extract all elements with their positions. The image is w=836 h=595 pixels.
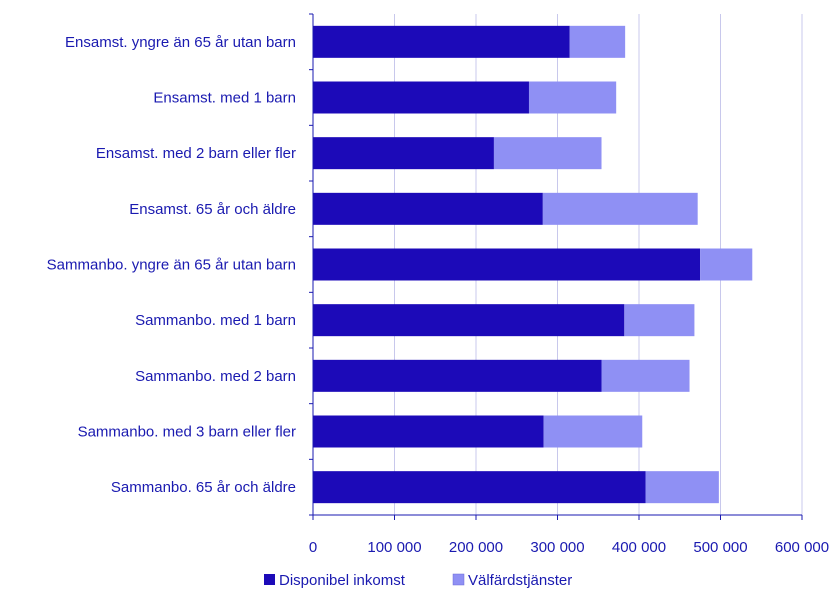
bar-valfardstjanster [528,81,617,114]
legend-label: Välfärdstjänster [468,572,572,589]
tick-labels: 0 100 000 200 000 300 000 400 000 500 000 600 … [309,539,829,556]
category-label: Ensamst. med 1 barn [153,90,296,107]
legend-swatch [264,574,275,585]
bar-disponibel-inkomst [313,248,701,281]
bar-disponibel-inkomst [313,359,602,392]
legend: Disponibel inkomst Välfärdstjänster [264,572,572,589]
bar-valfardstjanster [624,304,695,337]
legend-label: Disponibel inkomst [279,572,406,589]
category-label: Sammanbo. med 3 barn eller fler [78,424,296,441]
x-tick-label: 300 000 [530,539,584,556]
category-label: Sammanbo. med 2 barn [135,368,296,385]
bar-disponibel-inkomst [313,137,494,170]
bar-valfardstjanster [700,248,753,281]
category-label: Sammanbo. 65 år och äldre [111,479,296,496]
bar-disponibel-inkomst [313,415,544,448]
x-tick-label: 100 000 [367,539,421,556]
bar-disponibel-inkomst [313,192,543,225]
axes [309,13,803,520]
bar-disponibel-inkomst [313,81,529,114]
category-labels: Ensamst. yngre än 65 år utan barn Ensamst… [47,34,296,496]
x-tick-label: 200 000 [449,539,503,556]
bar-valfardstjanster [543,415,643,448]
x-tick-label: 0 [309,539,317,556]
legend-swatch [452,573,465,586]
category-label: Ensamst. med 2 barn eller fler [96,145,296,162]
bar-disponibel-inkomst [313,25,570,58]
bar-valfardstjanster [569,25,626,58]
category-label: Ensamst. 65 år och äldre [129,201,296,218]
x-tick-label: 600 000 [775,539,829,556]
bar-valfardstjanster [645,471,719,504]
category-label: Sammanbo. yngre än 65 år utan barn [47,257,296,274]
category-label: Sammanbo. med 1 barn [135,312,296,329]
bar-disponibel-inkomst [313,471,646,504]
bar-valfardstjanster [601,359,690,392]
bar-disponibel-inkomst [313,304,625,337]
category-label: Ensamst. yngre än 65 år utan barn [65,34,296,51]
x-tick-label: 400 000 [612,539,666,556]
x-tick-label: 500 000 [693,539,747,556]
bars [313,25,753,504]
bar-valfardstjanster [542,192,698,225]
bar-valfardstjanster [493,137,602,170]
